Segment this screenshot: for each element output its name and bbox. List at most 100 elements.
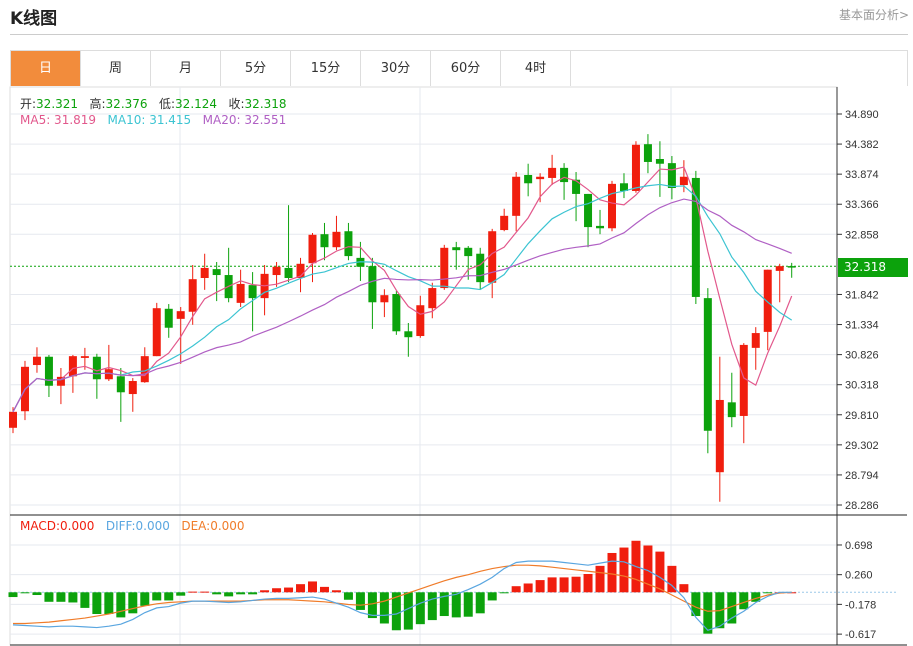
high-value: 32.376 xyxy=(105,97,148,111)
price-tick-label: 33.874 xyxy=(845,169,879,181)
price-tick-label: 34.382 xyxy=(845,139,879,151)
tab-day[interactable]: 日 xyxy=(11,51,81,86)
macd-bar xyxy=(727,592,737,624)
close-value: 32.318 xyxy=(244,97,287,111)
macd-bar xyxy=(44,592,54,602)
fundamental-analysis-link[interactable]: 基本面分析> xyxy=(838,8,909,22)
candle-body xyxy=(739,344,748,416)
tab-15min[interactable]: 15分 xyxy=(291,51,361,86)
macd-bar xyxy=(343,592,353,600)
macd-bar xyxy=(667,565,677,593)
candle-body xyxy=(631,144,640,191)
tab-week[interactable]: 周 xyxy=(81,51,151,86)
high-label: 高: xyxy=(89,97,106,111)
candle-body xyxy=(332,231,341,248)
macd-bar xyxy=(403,592,413,630)
ma-legend: MA5: 31.819 MA10: 31.415 MA20: 32.551 xyxy=(20,113,286,127)
macd-bar xyxy=(319,586,329,593)
macd-bar xyxy=(487,592,497,601)
candle-body xyxy=(572,179,581,194)
candle-body xyxy=(619,183,628,191)
candle-body xyxy=(428,288,437,309)
candle-body xyxy=(92,356,101,380)
macd-bar xyxy=(523,583,533,593)
tab-60min[interactable]: 60分 xyxy=(431,51,501,86)
price-tick-label: 33.366 xyxy=(845,199,879,211)
macd-bar xyxy=(224,592,234,597)
macd-bar xyxy=(284,587,294,593)
macd-legend: MACD:0.000 DIFF:0.000 DEA:0.000 xyxy=(20,519,245,533)
tab-5min[interactable]: 5分 xyxy=(221,51,291,86)
macd-bar xyxy=(571,576,581,593)
candle-body xyxy=(392,293,401,332)
ma20-legend: MA20: 32.551 xyxy=(202,113,287,127)
macd-bar xyxy=(679,584,689,593)
tab-month[interactable]: 月 xyxy=(151,51,221,86)
candle-body xyxy=(284,267,293,279)
candle-body xyxy=(404,331,413,338)
candle-body xyxy=(536,176,545,180)
close-label: 收: xyxy=(228,97,245,111)
macd-bar xyxy=(751,592,761,602)
candle-body xyxy=(140,356,149,383)
macd-bar xyxy=(583,573,593,593)
tab-30min[interactable]: 30分 xyxy=(361,51,431,86)
macd-bar xyxy=(475,592,485,614)
candle-body xyxy=(775,266,784,271)
candle-body xyxy=(368,266,377,303)
period-tabs: 日 周 月 5分 15分 30分 60分 4时 xyxy=(10,50,908,86)
candle-body xyxy=(68,356,77,377)
candle-body xyxy=(667,163,676,189)
macd-tick-label: 0.260 xyxy=(845,570,873,582)
candle-body xyxy=(188,279,197,312)
candle-body xyxy=(248,285,257,299)
candle-body xyxy=(452,247,461,251)
macd-bar xyxy=(236,592,246,595)
candle-body xyxy=(608,183,616,229)
macd-bar xyxy=(20,592,30,594)
dea-value: DEA:0.000 xyxy=(181,519,245,533)
ma5-line xyxy=(12,166,793,413)
candle-body xyxy=(164,308,173,328)
ma5-legend: MA5: 31.819 xyxy=(20,113,97,127)
macd-tick-label: -0.178 xyxy=(845,599,876,611)
macd-bar xyxy=(535,580,545,593)
price-tick-label: 31.842 xyxy=(845,289,879,301)
price-tick-label: 31.334 xyxy=(845,320,879,332)
candle-body xyxy=(787,266,796,268)
macd-bar xyxy=(92,592,102,614)
macd-bar xyxy=(655,551,665,593)
price-tick-label: 34.890 xyxy=(845,109,879,121)
ma10-legend: MA10: 31.415 xyxy=(107,113,192,127)
candle-body xyxy=(643,144,652,162)
macd-bar xyxy=(391,592,401,631)
candle-body xyxy=(320,234,329,248)
candle-body xyxy=(44,356,53,386)
candle-body xyxy=(80,356,89,358)
macd-bar xyxy=(739,592,749,610)
macd-bar xyxy=(68,592,78,603)
macd-bar xyxy=(595,565,605,593)
macd-bar xyxy=(128,592,138,614)
candle-body xyxy=(308,234,317,264)
macd-bar xyxy=(379,592,389,624)
macd-bar xyxy=(439,592,449,617)
candle-body xyxy=(727,402,736,418)
macd-bar xyxy=(367,592,377,619)
macd-bar xyxy=(272,588,282,593)
macd-bar xyxy=(140,592,150,606)
dea-line xyxy=(13,564,792,625)
candle-body xyxy=(584,193,593,228)
candle-body xyxy=(128,381,137,395)
macd-bar xyxy=(164,592,174,601)
diff-line xyxy=(12,560,792,631)
candle-body xyxy=(32,356,41,366)
tab-4hour[interactable]: 4时 xyxy=(501,51,571,86)
divider xyxy=(10,34,908,35)
macd-bar xyxy=(152,592,162,601)
price-tick-label: 30.318 xyxy=(845,380,879,392)
candle-body xyxy=(416,305,425,337)
macd-bar xyxy=(308,581,317,593)
open-value: 32.321 xyxy=(36,97,79,111)
